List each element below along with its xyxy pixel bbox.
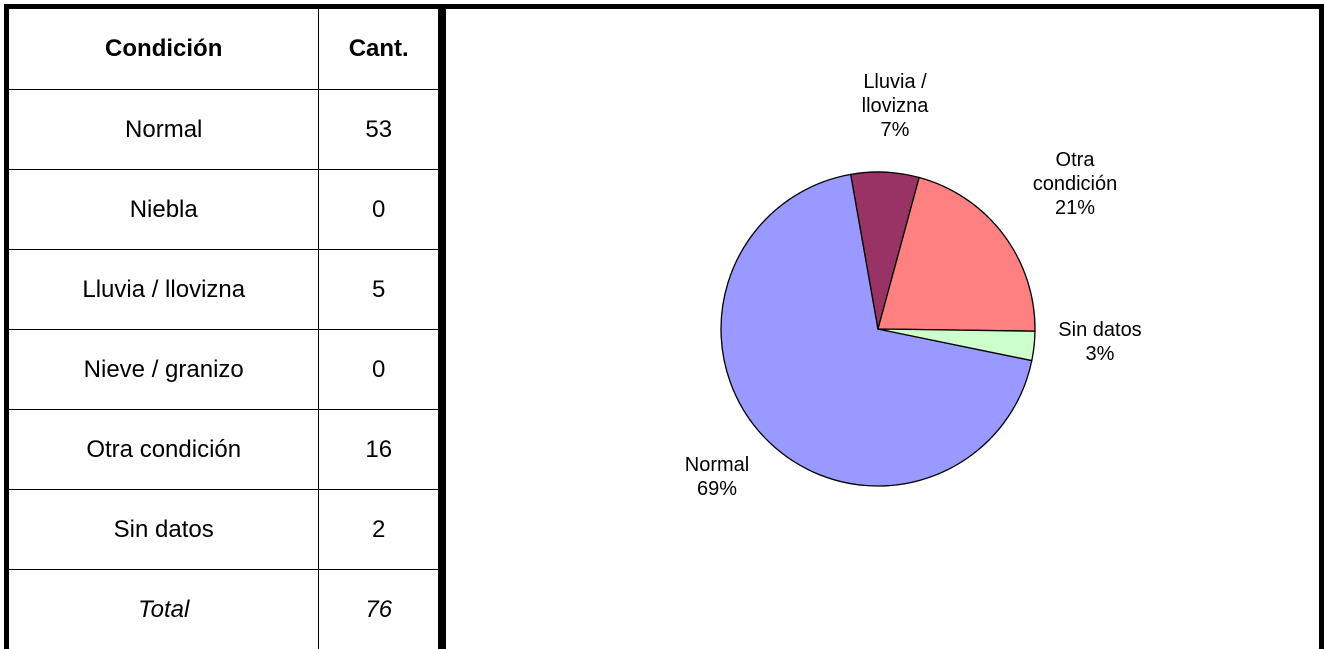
pie-label-value: 3% <box>1035 342 1165 366</box>
pie-chart <box>0 0 1324 629</box>
pie-label-value: 7% <box>845 118 945 142</box>
pie-label-name: Lluvia / llovizna <box>845 70 945 118</box>
pie-label-value: 21% <box>1020 196 1130 220</box>
pie-label-name: Normal <box>662 453 772 477</box>
pie-label-value: 69% <box>662 477 772 501</box>
pie-label-name: Otra condición <box>1020 148 1130 196</box>
pie-label-name: Sin datos <box>1035 318 1165 342</box>
